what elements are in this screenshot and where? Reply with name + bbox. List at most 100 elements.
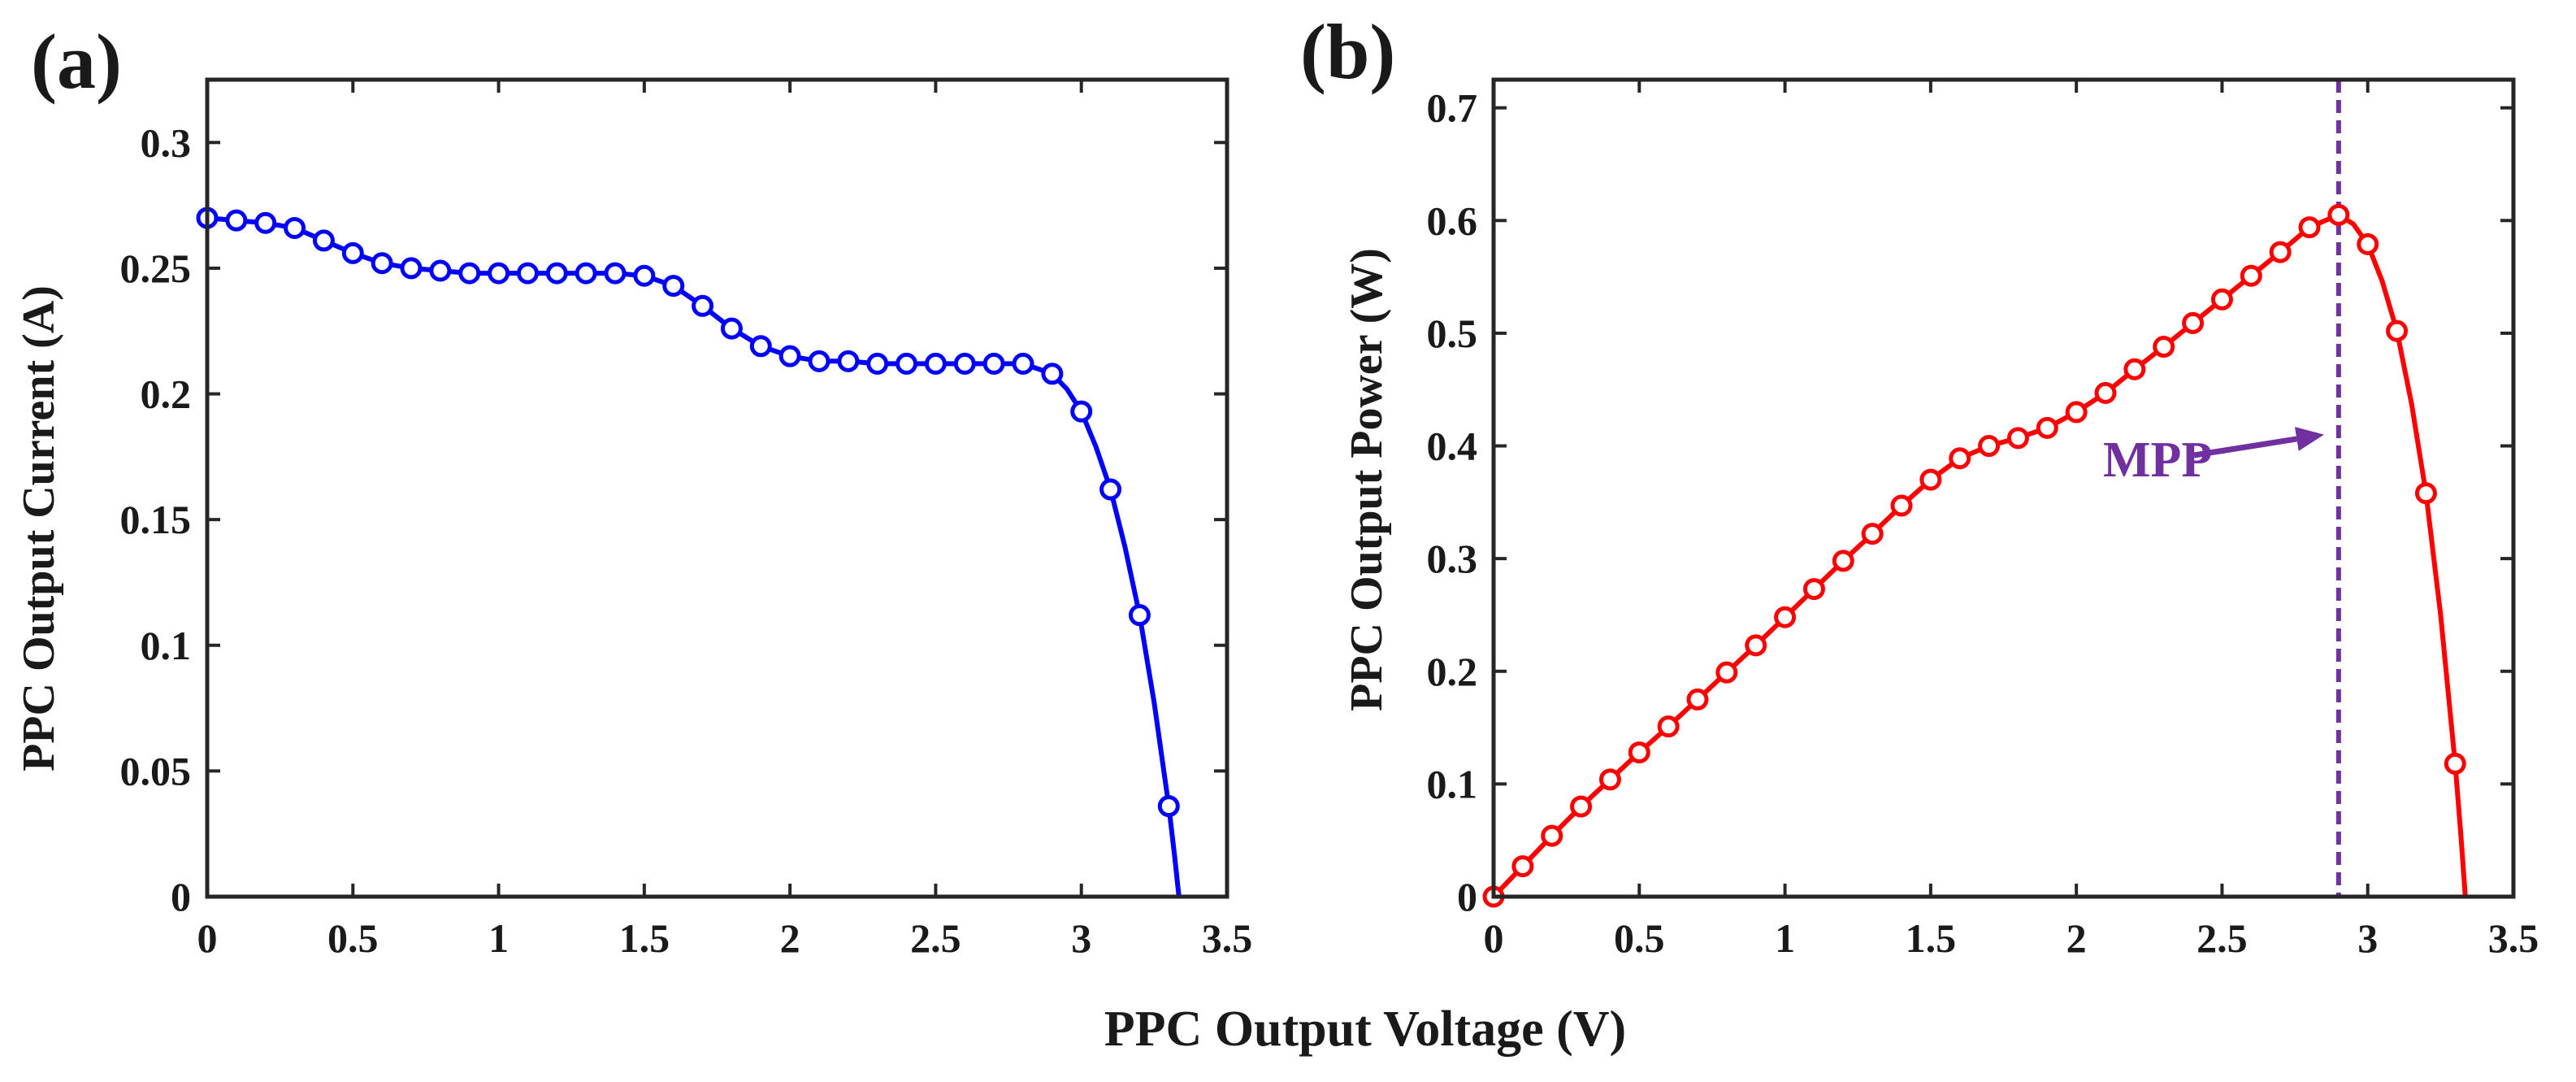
data-point-marker <box>1745 634 1767 657</box>
data-point-marker <box>400 257 423 280</box>
data-point-marker <box>1657 715 1680 738</box>
data-point-marker <box>2210 288 2233 311</box>
data-point-marker <box>924 352 947 375</box>
data-point-marker <box>604 262 627 285</box>
data-point-marker <box>1041 363 1064 385</box>
panel-b-y-ticks: 0 0.1 0.2 0.3 0.4 0.5 0.6 0.7 <box>1427 85 2513 919</box>
data-point-marker <box>225 209 248 232</box>
data-point-marker <box>1949 447 1971 470</box>
x-tick-label: 0.5 <box>1614 915 1665 961</box>
data-point-marker <box>1570 795 1593 818</box>
data-point-marker <box>808 350 830 372</box>
data-point-marker <box>1774 606 1797 628</box>
data-point-marker <box>2006 427 2029 450</box>
data-point-marker <box>458 262 481 285</box>
data-point-marker <box>1861 523 1884 545</box>
data-point-marker <box>429 259 452 282</box>
data-point-marker <box>2240 264 2262 287</box>
x-tick-label: 3.5 <box>2488 915 2539 961</box>
panel-b-axes-frame <box>1491 77 2516 899</box>
data-point-marker <box>1157 795 1180 818</box>
y-tick-label: 0.2 <box>141 372 192 417</box>
data-point-marker <box>749 335 772 358</box>
data-point-marker <box>2094 381 2117 404</box>
data-point-marker <box>720 317 743 340</box>
data-point-marker <box>1919 468 1942 491</box>
data-point-marker <box>866 352 889 375</box>
data-point-marker <box>2182 311 2205 334</box>
panel-a-y-ticks: 0 0.05 0.1 0.15 0.2 0.25 0.3 <box>120 119 1227 919</box>
data-point-marker <box>2327 203 2350 226</box>
panel-b-y-axis-label: PPC Output Power (W) <box>1342 248 1392 711</box>
panel-a-y-axis-label: PPC Output Current (A) <box>14 285 64 771</box>
data-point-marker <box>545 262 568 285</box>
data-point-marker <box>1099 478 1122 501</box>
series-line <box>206 215 1182 897</box>
data-point-marker <box>1890 494 1913 517</box>
data-point-marker <box>1511 855 1534 878</box>
data-point-marker <box>1628 741 1650 764</box>
panel-b-chart: (b) 0 0.1 0.2 0.3 0.4 0.5 0.6 0.7 0 0.5 1 1.5 2 2.5 3… <box>1300 8 2539 961</box>
data-point-marker <box>2414 482 2437 505</box>
y-tick-label: 0.1 <box>141 623 192 668</box>
panel-a-plot-area <box>196 206 1182 897</box>
data-point-marker <box>2298 216 2321 239</box>
y-tick-label: 0 <box>1457 874 1477 919</box>
data-point-marker <box>2386 319 2409 342</box>
data-point-marker <box>284 216 306 239</box>
data-point-marker <box>312 229 335 252</box>
data-point-marker <box>1686 688 1709 710</box>
panel-a-label: (a) <box>31 18 122 105</box>
y-tick-label: 0.15 <box>120 497 192 542</box>
data-point-marker <box>896 352 918 375</box>
data-point-marker <box>1802 578 1825 601</box>
x-tick-label: 0.5 <box>327 915 379 961</box>
panel-b-label: (b) <box>1300 8 1395 95</box>
y-tick-label: 0 <box>171 874 191 919</box>
y-tick-label: 0.2 <box>1427 649 1478 694</box>
y-tick-label: 0.3 <box>1427 536 1478 581</box>
data-point-marker <box>692 294 714 317</box>
data-point-marker <box>2444 752 2466 775</box>
x-tick-label: 3 <box>1071 915 1091 961</box>
x-tick-label: 3 <box>2357 915 2378 961</box>
y-tick-label: 0.25 <box>120 246 192 291</box>
data-point-marker <box>2123 358 2146 380</box>
data-point-marker <box>371 252 393 275</box>
mpp-arrow-shaft <box>2193 436 2297 458</box>
data-point-marker <box>1541 824 1563 847</box>
y-tick-label: 0.7 <box>1427 85 1478 131</box>
x-tick-label: 3.5 <box>1202 915 1253 961</box>
data-point-marker <box>516 262 539 285</box>
panel-a-x-ticks: 0 0.5 1 1.5 2 2.5 3 3.5 <box>197 80 1253 961</box>
x-tick-label: 1.5 <box>619 915 670 961</box>
panel-a-chart: (a) 0 0.05 0.1 0.15 0.2 0.25 0.3 0 0.5 1 1.5 2 2.5 3… <box>14 18 1252 961</box>
data-point-marker <box>575 262 597 285</box>
x-tick-label: 2.5 <box>2197 915 2248 961</box>
panel-a-axes-frame <box>205 77 1229 899</box>
y-tick-label: 0.5 <box>1427 311 1478 356</box>
data-point-marker <box>953 352 976 375</box>
data-point-marker <box>2357 232 2379 255</box>
data-point-marker <box>341 241 364 264</box>
y-tick-label: 0.4 <box>1427 424 1478 469</box>
x-tick-label: 0 <box>1484 915 1504 961</box>
series-line <box>1491 212 2468 899</box>
panel-b-plot-area <box>1482 80 2468 908</box>
data-point-marker <box>1070 400 1093 423</box>
data-point-marker <box>254 211 277 234</box>
data-point-marker <box>2153 336 2175 358</box>
data-point-marker <box>488 262 510 285</box>
x-tick-label: 2 <box>780 915 800 961</box>
data-point-marker <box>837 350 860 372</box>
data-point-marker <box>1598 768 1621 791</box>
data-point-marker <box>1128 604 1151 627</box>
x-tick-label: 1 <box>1775 915 1795 961</box>
data-point-marker <box>1012 352 1034 375</box>
data-point-marker <box>1832 550 1854 572</box>
data-point-marker <box>2065 401 2088 424</box>
data-point-marker <box>633 264 656 287</box>
y-tick-label: 0.05 <box>120 748 192 793</box>
data-point-marker <box>778 345 801 367</box>
